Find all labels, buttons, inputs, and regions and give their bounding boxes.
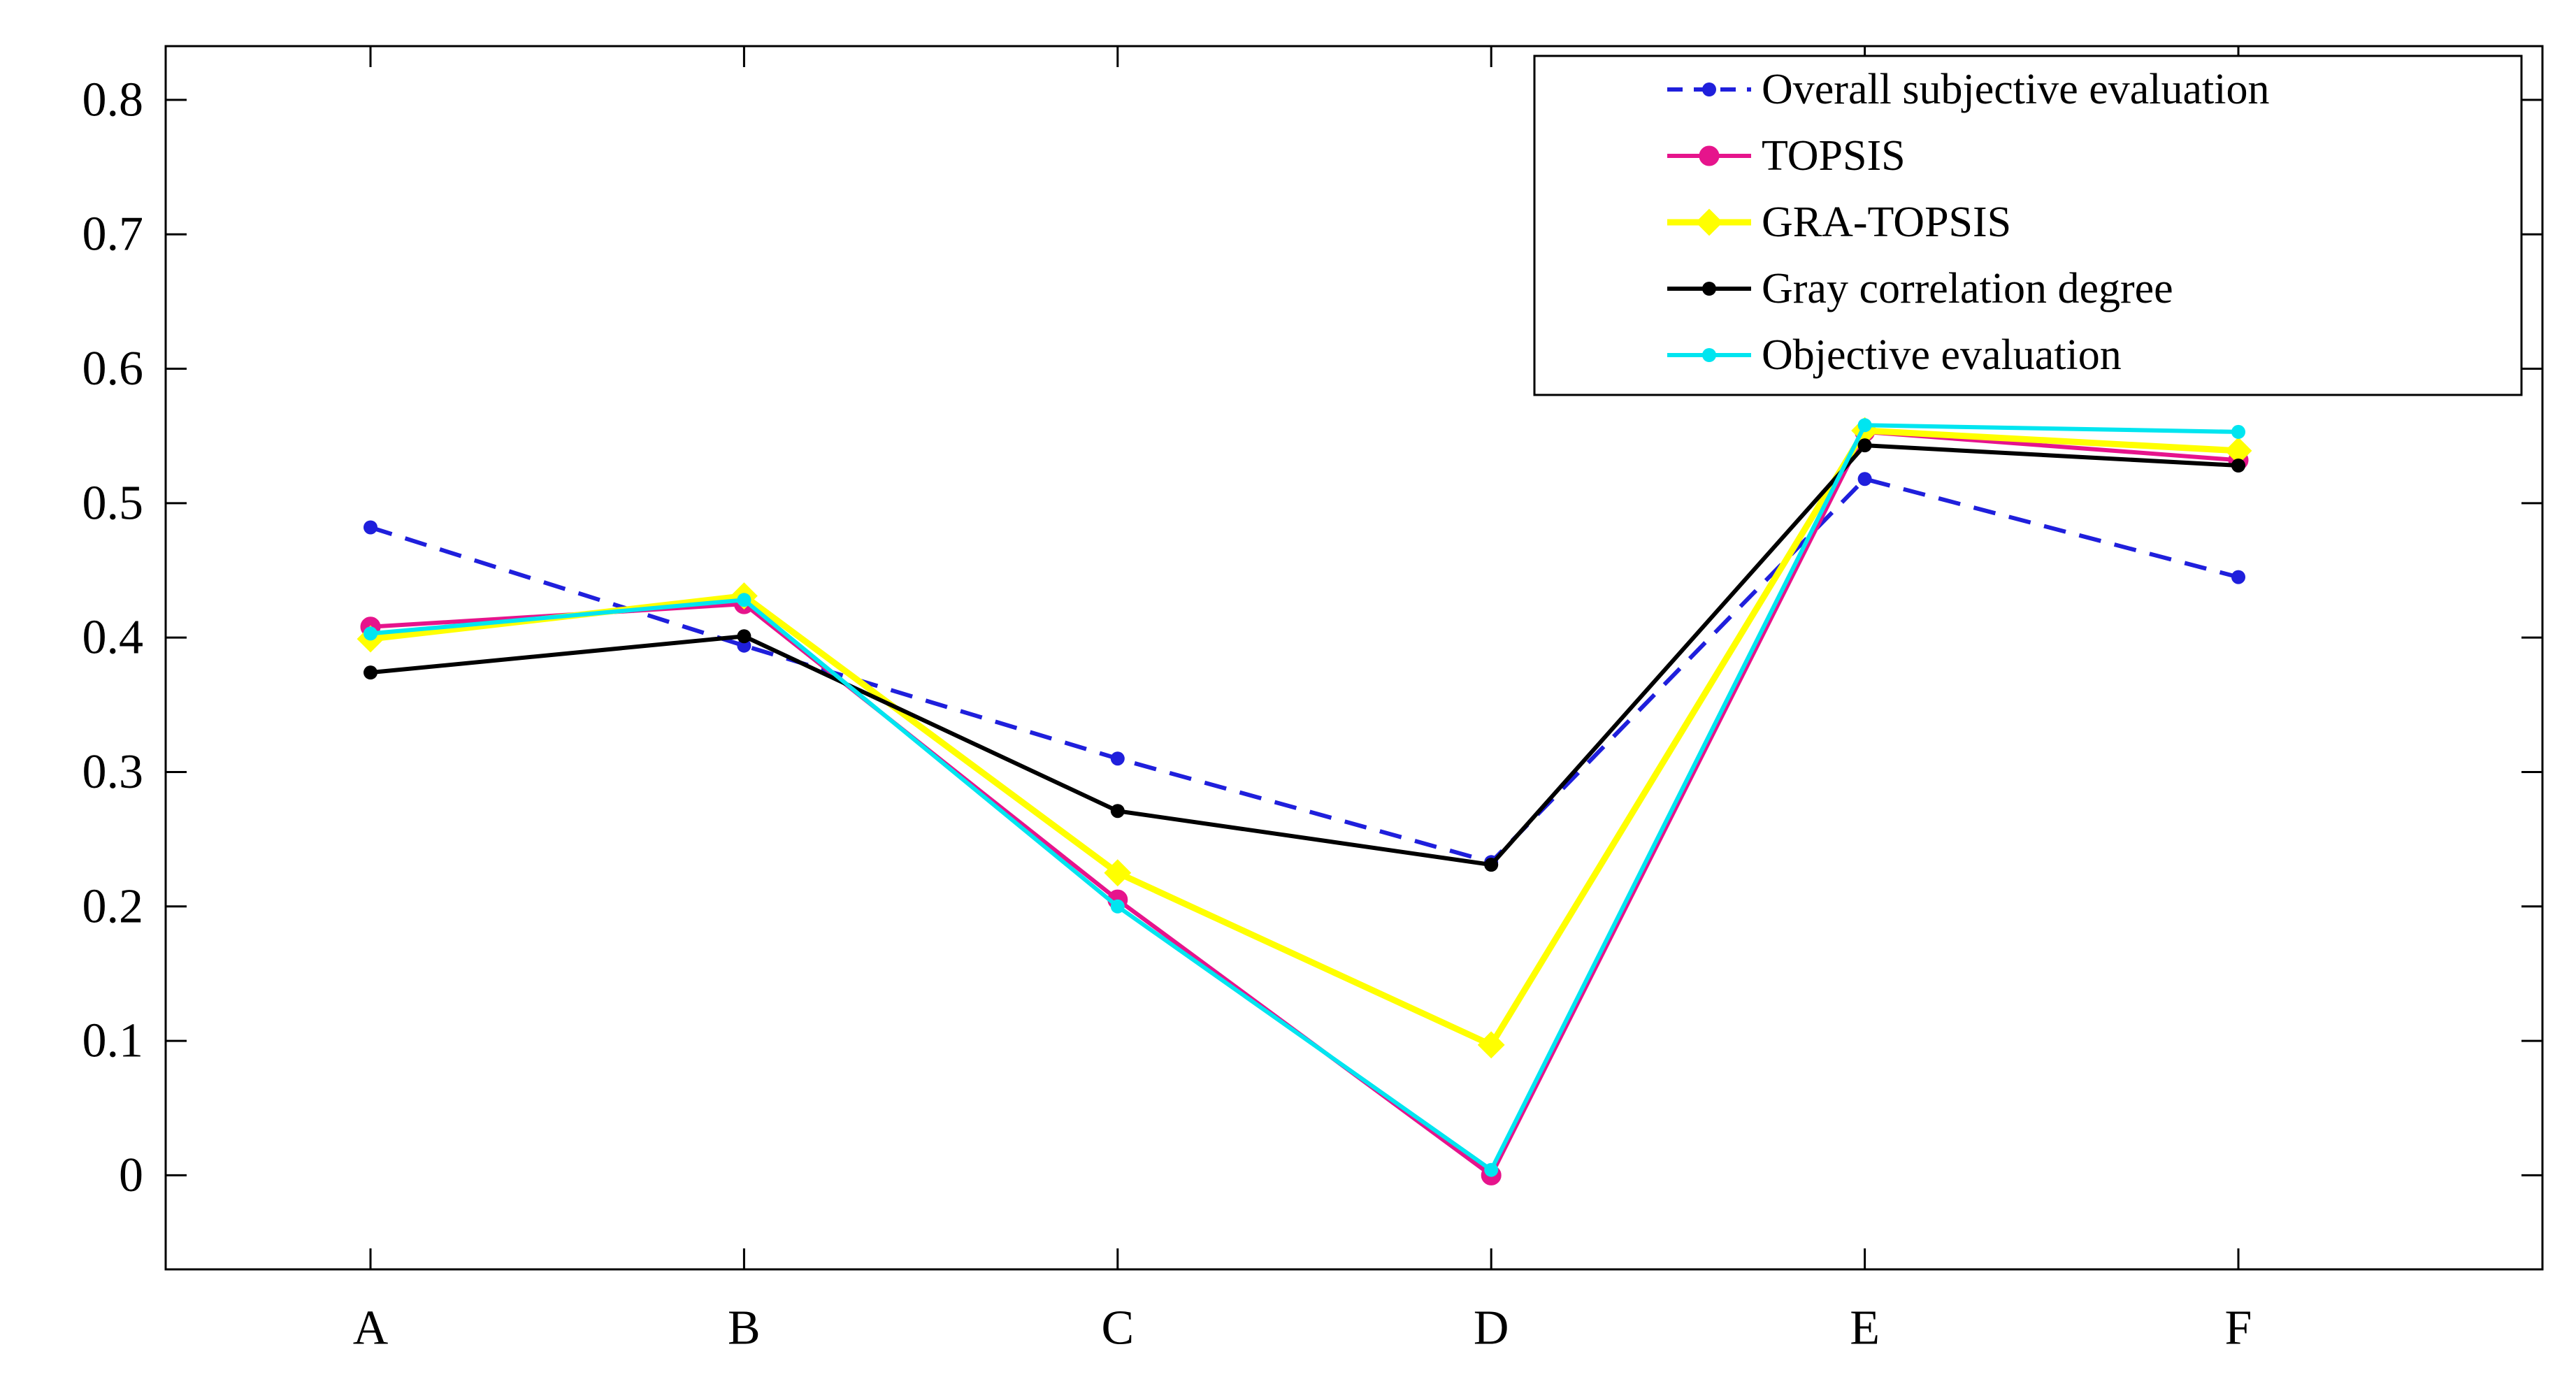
series-overall-subjective-evaluation <box>364 472 2245 870</box>
series-layer <box>357 417 2252 1185</box>
series-line <box>370 427 2239 1048</box>
data-point-c <box>1110 899 1125 914</box>
data-point-f <box>2231 459 2245 473</box>
legend-label: GRA-TOPSIS <box>1762 199 2011 246</box>
legend: Overall subjective evaluation TOPSIS GRA-T… <box>1533 55 2523 396</box>
series-topsis <box>360 421 2249 1185</box>
data-point-d <box>1484 1162 1499 1177</box>
y-tick-label: 0.8 <box>82 73 144 127</box>
legend-label: Objective evaluation <box>1762 331 2122 379</box>
data-point-c <box>1104 859 1132 887</box>
legend-label: Gray correlation degree <box>1762 265 2173 312</box>
data-point-d <box>1477 1031 1505 1059</box>
data-point-c <box>1110 751 1125 766</box>
data-point-f <box>2231 424 2245 439</box>
y-tick-label: 0.2 <box>82 879 144 933</box>
series-line <box>370 429 2239 1178</box>
legend-marker <box>1702 82 1716 96</box>
legend-marker <box>1699 145 1720 166</box>
y-tick-label: 0.5 <box>82 476 144 530</box>
y-tick-label: 0.7 <box>82 208 144 261</box>
legend-marker <box>1695 208 1723 236</box>
series-gray-correlation-degree <box>364 438 2245 872</box>
data-point-b <box>737 593 751 607</box>
x-tick-label: C <box>1101 1302 1134 1355</box>
series-gra-topsis <box>357 417 2252 1059</box>
y-tick-label: 0 <box>119 1148 143 1202</box>
y-tick-label: 0.3 <box>82 745 144 799</box>
legend-entry: Gray correlation degree <box>1667 265 2173 312</box>
legend-entry: Overall subjective evaluation <box>1667 66 2270 113</box>
x-tick-label: F <box>2225 1302 2252 1355</box>
data-point-e <box>1857 438 1872 453</box>
series-line <box>370 423 2239 1172</box>
data-point-a <box>364 626 377 641</box>
legend-marker <box>1702 282 1716 296</box>
data-point-a <box>364 520 377 535</box>
data-point-e <box>1857 472 1872 486</box>
plot-area-frame <box>164 45 2544 1271</box>
y-axis: 0 0.1 0.2 0.3 0.4 0.5 0.6 0.7 0.8 <box>82 73 2542 1202</box>
y-tick-label: 0.4 <box>82 611 144 665</box>
series-objective-evaluation <box>364 418 2245 1177</box>
legend-label: TOPSIS <box>1762 132 1906 180</box>
data-point-c <box>1110 804 1125 819</box>
data-point-f <box>2231 570 2245 584</box>
data-point-a <box>364 665 377 680</box>
x-tick-label: D <box>1474 1302 1509 1355</box>
y-tick-label: 0.6 <box>82 342 144 396</box>
legend-marker <box>1702 348 1716 362</box>
data-point-e <box>1857 418 1872 433</box>
y-tick-label: 0.1 <box>82 1014 144 1068</box>
x-tick-label: B <box>728 1302 761 1355</box>
x-tick-label: A <box>353 1302 389 1355</box>
legend-label: Overall subjective evaluation <box>1762 66 2270 113</box>
series-line <box>370 477 2239 865</box>
legend-entry: GRA-TOPSIS <box>1667 199 2011 246</box>
x-tick-label: E <box>1850 1302 1880 1355</box>
x-axis: A B C D E F <box>353 46 2252 1355</box>
data-point-d <box>1484 858 1499 872</box>
legend-entry: Objective evaluation <box>1667 331 2122 379</box>
legend-entry: TOPSIS <box>1667 132 1906 180</box>
data-point-b <box>737 629 751 644</box>
series-line <box>370 443 2239 867</box>
